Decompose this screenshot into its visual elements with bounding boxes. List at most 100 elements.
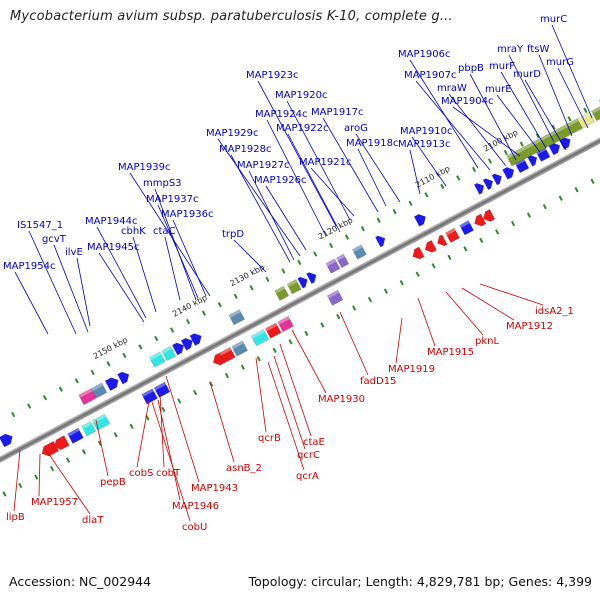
forward-gene-label[interactable]: MAP1918c	[346, 138, 398, 149]
reverse-gene-label[interactable]: MAP1915	[427, 347, 474, 358]
forward-gene-label[interactable]: mmpS3	[143, 178, 182, 189]
forward-gene-label[interactable]: MAP1910c	[400, 126, 452, 137]
forward-gene-label[interactable]: ftsW	[527, 44, 549, 55]
forward-gene-arrow[interactable]	[306, 270, 319, 284]
forward-gene-label[interactable]: murF	[489, 61, 515, 72]
forward-gene-label[interactable]: ctaC	[153, 226, 176, 237]
forward-gene-label[interactable]: MAP1921c	[299, 157, 351, 168]
reverse-gene-label[interactable]: pknL	[475, 336, 499, 347]
reverse-gene-label[interactable]: MAP1957	[31, 497, 78, 508]
forward-gene-label[interactable]: MAP1924c	[255, 109, 307, 120]
gene-box[interactable]	[153, 381, 171, 398]
forward-gene-arrow[interactable]	[413, 212, 428, 227]
forward-gene-label[interactable]: MAP1926c	[254, 175, 306, 186]
forward-gene-label[interactable]: murE	[485, 84, 512, 95]
forward-gene-label[interactable]: MAP1922c	[276, 123, 328, 134]
gene-box[interactable]	[67, 427, 84, 444]
forward-gene-label[interactable]: MAP1929c	[206, 128, 258, 139]
forward-gene-arrow[interactable]	[491, 172, 504, 186]
forward-gene-label[interactable]: murC	[540, 14, 567, 25]
reverse-gene-label[interactable]: asnB_2	[226, 463, 262, 474]
reverse-gene-label[interactable]: cobS	[129, 468, 153, 479]
reverse-gene-label[interactable]: dlaT	[82, 515, 104, 526]
forward-gene-label[interactable]: murG	[546, 57, 574, 68]
forward-gene-label[interactable]: aroG	[344, 123, 368, 134]
forward-gene-label[interactable]: ilvE	[65, 247, 83, 258]
reverse-gene-label[interactable]: MAP1919	[388, 364, 435, 375]
forward-gene-label[interactable]: MAP1928c	[219, 144, 271, 155]
forward-gene-label[interactable]: mraY	[497, 44, 524, 55]
forward-gene-arrow[interactable]	[375, 234, 387, 248]
forward-gene-arrow[interactable]	[473, 181, 486, 195]
forward-gene-arrow[interactable]	[482, 176, 495, 191]
forward-gene-label[interactable]: cbhK	[121, 226, 146, 237]
forward-gene-label[interactable]: MAP1937c	[146, 194, 198, 205]
forward-gene-label[interactable]: IS1547_1	[17, 220, 63, 231]
gene-box[interactable]	[90, 382, 108, 399]
gene-box[interactable]	[459, 220, 474, 236]
reverse-gene-label[interactable]: MAP1943	[191, 483, 238, 494]
reverse-gene-label[interactable]: qcrB	[258, 433, 281, 444]
forward-gene-label[interactable]: pbpB	[458, 63, 484, 74]
reverse-gene-arrow[interactable]	[435, 234, 448, 248]
gene-box[interactable]	[336, 253, 350, 268]
gene-box[interactable]	[325, 258, 341, 274]
reverse-gene-label[interactable]: cobU	[182, 522, 207, 533]
forward-gene-label[interactable]: MAP1917c	[311, 107, 363, 118]
reverse-gene-label[interactable]: qcrA	[296, 471, 319, 482]
gene-box[interactable]	[286, 279, 302, 295]
gene-box[interactable]	[445, 227, 460, 243]
forward-gene-label[interactable]: mraW	[437, 83, 467, 94]
reverse-gene-arrow[interactable]	[481, 209, 496, 223]
forward-gene-arrow[interactable]	[171, 341, 186, 356]
gene-box[interactable]	[91, 413, 111, 431]
gene-box[interactable]	[576, 111, 596, 129]
forward-gene-arrow[interactable]	[117, 370, 132, 385]
forward-gene-label[interactable]: MAP1907c	[404, 70, 456, 81]
forward-gene-label[interactable]: murD	[513, 69, 541, 80]
forward-gene-arrow[interactable]	[104, 375, 121, 391]
gene-box[interactable]	[352, 244, 367, 260]
forward-gene-label[interactable]: MAP1927c	[237, 160, 289, 171]
forward-gene-label[interactable]: trpD	[222, 229, 244, 240]
gene-box[interactable]	[81, 421, 97, 437]
forward-gene-label[interactable]: MAP1936c	[161, 209, 213, 220]
forward-gene-label[interactable]: MAP1920c	[275, 90, 327, 101]
gene-box[interactable]	[274, 285, 290, 301]
gene-box[interactable]	[265, 322, 282, 339]
reverse-gene-label[interactable]: MAP1946	[172, 501, 219, 512]
reverse-gene-label[interactable]: idsA2_1	[535, 306, 574, 317]
forward-gene-arrow[interactable]	[180, 336, 195, 351]
gene-box[interactable]	[250, 329, 270, 347]
reverse-gene-label[interactable]: ctaE	[303, 437, 325, 448]
reverse-gene-arrow[interactable]	[52, 435, 70, 452]
forward-gene-arrow[interactable]	[189, 331, 204, 346]
gene-box[interactable]	[277, 316, 294, 333]
reverse-gene-label[interactable]: lipB	[6, 512, 25, 523]
reverse-gene-label[interactable]: pepB	[100, 477, 126, 488]
reverse-gene-label[interactable]: cobT	[156, 468, 181, 479]
reverse-gene-label[interactable]: fadD15	[360, 376, 396, 387]
forward-gene-arrow[interactable]	[297, 275, 310, 289]
gene-box[interactable]	[326, 289, 344, 306]
reverse-gene-arrow[interactable]	[410, 246, 425, 261]
forward-gene-label[interactable]: MAP1939c	[118, 162, 170, 173]
gene-box[interactable]	[219, 347, 236, 364]
reverse-gene-label[interactable]: MAP1912	[506, 321, 553, 332]
reverse-gene-label[interactable]: MAP1930	[318, 394, 365, 405]
forward-gene-label[interactable]: MAP1906c	[398, 49, 450, 60]
forward-gene-arrow[interactable]	[0, 432, 15, 448]
gene-box[interactable]	[149, 351, 166, 368]
forward-gene-label[interactable]: MAP1904c	[441, 96, 493, 107]
gene-box[interactable]	[228, 309, 245, 326]
reverse-gene-arrow[interactable]	[423, 240, 437, 254]
reverse-gene-label[interactable]: qcrC	[297, 450, 320, 461]
forward-gene-label[interactable]: MAP1945c	[87, 242, 139, 253]
gene-box[interactable]	[161, 345, 177, 361]
forward-gene-label[interactable]: MAP1954c	[3, 261, 55, 272]
forward-gene-label[interactable]: MAP1944c	[85, 216, 137, 227]
forward-gene-arrow[interactable]	[502, 165, 517, 180]
gene-box[interactable]	[591, 101, 600, 122]
forward-gene-label[interactable]: MAP1913c	[398, 139, 450, 150]
forward-gene-label[interactable]: gcvT	[42, 234, 67, 245]
